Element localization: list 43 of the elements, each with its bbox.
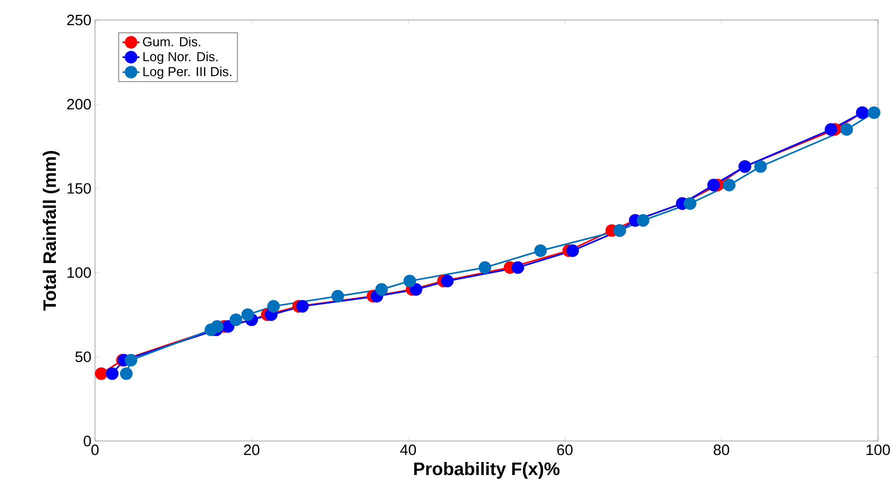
point — [230, 313, 242, 326]
point — [241, 308, 254, 321]
y-tick-label: 50 — [75, 351, 91, 362]
point — [840, 123, 853, 136]
point — [331, 290, 344, 302]
point — [566, 244, 579, 257]
point — [375, 283, 388, 296]
point — [707, 178, 720, 192]
legend-label: Log Per. III Dis. — [143, 66, 232, 79]
point — [512, 261, 524, 274]
point — [94, 367, 108, 380]
point — [824, 123, 838, 136]
x-tick-label: 40 — [400, 444, 416, 456]
point — [296, 300, 309, 313]
point — [106, 367, 119, 380]
x-tick-label: 60 — [557, 444, 573, 456]
point — [124, 354, 138, 366]
legend-label: Log Nor. Dis. — [143, 52, 218, 64]
point — [410, 283, 422, 296]
x-tick-label: 20 — [244, 444, 260, 456]
point — [441, 274, 454, 288]
x-tick-label: 0 — [91, 444, 99, 456]
point — [210, 320, 224, 333]
point — [722, 178, 736, 192]
point — [684, 197, 696, 210]
point — [868, 106, 880, 119]
point — [267, 300, 280, 313]
point — [120, 367, 133, 380]
legend-label: Gum. Dis. — [143, 36, 200, 46]
y-tick-label: 150 — [68, 183, 91, 194]
point — [754, 160, 767, 173]
point — [534, 244, 547, 257]
y-tick-label: 100 — [68, 267, 91, 278]
x-axis-title: Probability F(x)% — [414, 462, 560, 479]
point — [403, 274, 416, 288]
y-tick-label: 0 — [84, 436, 91, 446]
y-tick-label: 200 — [67, 98, 91, 110]
point — [478, 261, 492, 274]
x-tick-label: 80 — [714, 444, 730, 456]
x-tick-label: 100 — [866, 444, 890, 456]
y-axis-title: Total Rainfall (mm) — [42, 151, 60, 311]
point — [636, 214, 650, 227]
y-tick-label: 250 — [67, 14, 91, 26]
